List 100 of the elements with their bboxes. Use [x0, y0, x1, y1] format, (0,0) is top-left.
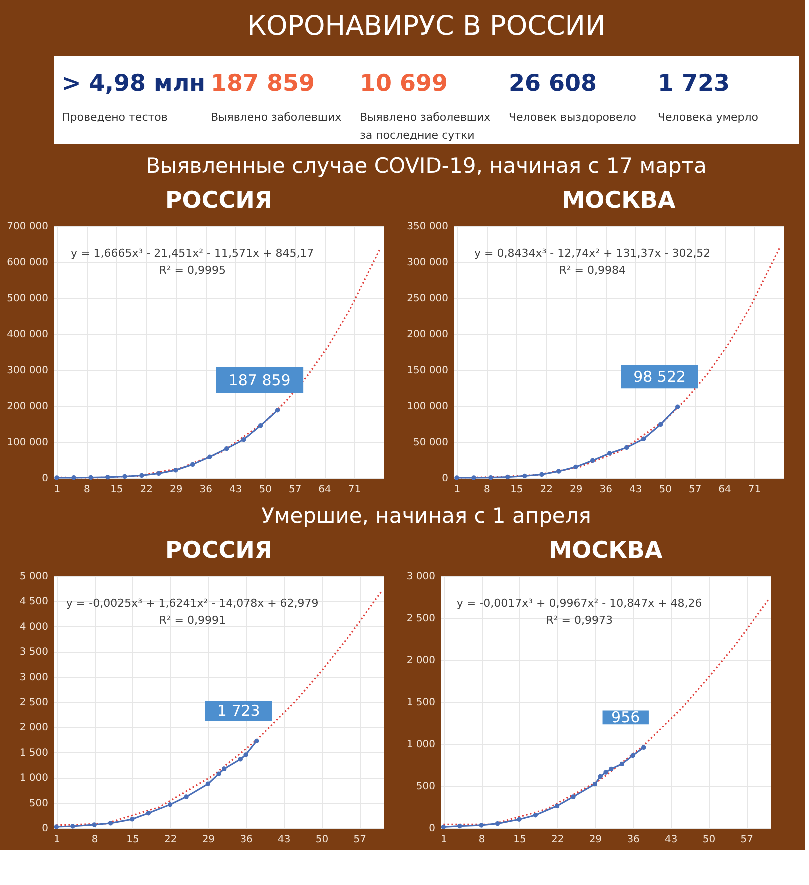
point [72, 476, 76, 480]
point [609, 766, 614, 772]
point [275, 408, 280, 413]
y-tick-label: 100 000 [7, 438, 48, 448]
x-tick-label: 43 [665, 834, 678, 846]
chart-title: МОСКВА [562, 188, 676, 214]
y-tick-label: 250 000 [407, 294, 448, 304]
point [146, 811, 152, 816]
point [608, 451, 612, 456]
x-tick-label: 22 [164, 834, 178, 846]
x-tick-label: 43 [629, 484, 642, 496]
x-tick-label: 36 [240, 834, 253, 846]
y-tick-label: 0 [429, 824, 436, 834]
data-label: 956 [612, 708, 640, 727]
point [592, 782, 598, 787]
point [458, 824, 462, 829]
point [238, 757, 243, 762]
point [488, 475, 494, 480]
x-tick-label: 43 [278, 834, 291, 846]
chart-title: РОССИЯ [165, 538, 273, 564]
x-tick-label: 36 [627, 834, 640, 846]
x-tick-label: 50 [316, 834, 329, 846]
point [554, 804, 560, 808]
y-tick-label: 1 500 [20, 748, 48, 759]
y-tick-label: 500 [29, 798, 48, 810]
x-tick-label: 64 [318, 484, 332, 496]
x-tick-label: 15 [110, 484, 124, 496]
x-tick-label: 57 [688, 484, 702, 496]
point [642, 745, 646, 750]
x-tick-label: 8 [92, 834, 98, 846]
point [122, 474, 128, 480]
annotation: y = -0,0025x³ + 1,6241x² - 14,078x + 62,979 [66, 597, 319, 610]
chart-subtitle: Умершие, начиная с 1 апреля [262, 504, 592, 528]
x-tick-label: 57 [288, 484, 302, 496]
chart-subtitle: Выявленные случае COVID-19, начиная с 17 марта [146, 154, 707, 178]
point [106, 475, 110, 480]
point [190, 462, 196, 468]
text: Выявлено заболевших за последние сутки [360, 111, 492, 142]
point [454, 476, 460, 480]
x-tick-label: 29 [170, 484, 183, 496]
point [479, 823, 484, 828]
y-tick-label: 3 500 [20, 647, 48, 658]
x-tick-label: 1 [54, 834, 60, 846]
y-tick-label: 2 500 [406, 614, 436, 624]
x-tick-label: 8 [84, 484, 90, 496]
x-tick-label: 64 [718, 484, 732, 496]
point [258, 423, 264, 428]
annotation: R² = 0,9991 [159, 614, 226, 627]
y-tick-label: 1 000 [20, 773, 48, 784]
point [208, 454, 212, 460]
y-tick-label: 2 000 [20, 722, 48, 734]
x-tick-label: 22 [540, 484, 554, 496]
y-tick-label: 4 000 [20, 622, 48, 633]
y-tick-label: 200 000 [7, 402, 48, 412]
point [254, 738, 260, 744]
point [156, 471, 162, 476]
annotation: R² = 0,9984 [559, 264, 626, 277]
data-label: 98 522 [634, 368, 686, 386]
y-tick-label: 1 000 [406, 740, 436, 750]
point [495, 821, 500, 826]
y-tick-label: 150 000 [407, 366, 448, 376]
point [88, 475, 94, 480]
x-tick-label: 43 [229, 484, 242, 496]
point [206, 782, 211, 786]
point [108, 821, 114, 826]
y-tick-label: 700 000 [7, 222, 48, 232]
x-tick-label: 22 [140, 484, 154, 496]
y-tick-label: 4 500 [20, 596, 48, 608]
point [620, 762, 625, 766]
y-tick-label: 2 500 [20, 698, 48, 708]
x-tick-label: 29 [570, 484, 583, 496]
x-tick-label: 50 [259, 484, 272, 496]
point [222, 766, 227, 772]
x-tick-label: 50 [659, 484, 672, 496]
annotation: R² = 0,9995 [159, 264, 226, 277]
point [624, 445, 630, 450]
y-tick-label: 500 000 [7, 294, 48, 304]
point [70, 824, 76, 829]
text: 187 859 [211, 71, 316, 97]
x-tick-label: 15 [510, 484, 524, 496]
x-tick-label: 36 [200, 484, 212, 496]
point [506, 474, 510, 480]
annotation: y = -0,0017x³ + 0,9967x² - 10,847x + 48,26 [456, 597, 702, 610]
x-tick-label: 8 [478, 834, 486, 846]
point [533, 813, 538, 818]
point [675, 404, 680, 410]
point [224, 446, 230, 452]
x-tick-label: 57 [740, 834, 754, 846]
point [574, 464, 578, 470]
point [244, 752, 248, 758]
point [441, 824, 446, 830]
point [590, 458, 596, 464]
y-tick-label: 0 [42, 474, 48, 484]
point [184, 794, 189, 800]
x-tick-label: 71 [748, 484, 762, 496]
chart-title: РОССИЯ [165, 188, 273, 214]
point [598, 774, 603, 780]
point [472, 476, 476, 480]
point [630, 753, 636, 758]
point [517, 817, 522, 822]
